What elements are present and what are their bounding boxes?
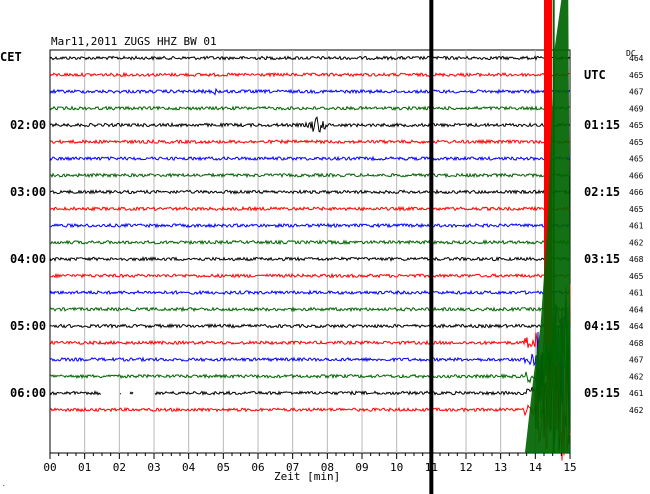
left-hour-label: 03:00 [10, 185, 46, 199]
right-hour-label: 05:15 [584, 386, 620, 400]
dc-offset-value: 469 [629, 104, 644, 113]
x-tick-label: 07 [286, 461, 299, 474]
dc-offset-value: 464 [629, 54, 644, 63]
dc-offset-value: 465 [629, 121, 644, 130]
seismic-trace [49, 272, 571, 279]
dc-offset-value: 462 [629, 238, 644, 247]
seismic-trace [49, 306, 571, 313]
green-event-envelope [524, 0, 570, 453]
dc-offset-value: 466 [629, 188, 644, 197]
seismic-trace [49, 138, 571, 145]
seismic-trace [49, 71, 571, 78]
x-tick-label: 15 [563, 461, 576, 474]
seismic-trace [49, 283, 571, 390]
dc-offset-value: 465 [629, 138, 644, 147]
right-hour-label: 02:15 [584, 185, 620, 199]
dc-offset-value: 468 [629, 339, 644, 348]
x-axis-label: Zeit [min] [274, 470, 341, 483]
x-tick-label: 10 [390, 461, 403, 474]
x-tick-label: 14 [529, 461, 543, 474]
x-tick-label: 02 [113, 461, 126, 474]
dc-offset-value: 466 [629, 171, 644, 180]
x-tick-label: 13 [494, 461, 507, 474]
dc-label: DC [626, 49, 636, 58]
x-tick-label: 05 [217, 461, 230, 474]
x-tick-label: 04 [182, 461, 196, 474]
corner-mark: . [2, 481, 6, 488]
left-hour-label: 05:00 [10, 319, 46, 333]
seismic-trace [49, 55, 571, 61]
dc-offset-value: 461 [629, 222, 644, 231]
seismic-trace [49, 172, 571, 179]
right-hour-label: 01:15 [584, 118, 620, 132]
seismic-trace [49, 323, 571, 329]
seismic-trace [49, 188, 571, 195]
dc-offset-value: 462 [629, 406, 644, 415]
x-tick-label: 11 [425, 461, 438, 474]
dc-offset-value: 467 [629, 356, 644, 365]
x-tick-label: 06 [251, 461, 264, 474]
dc-offset-value: 464 [629, 322, 644, 331]
x-tick-label: 03 [147, 461, 160, 474]
seismic-trace [49, 205, 571, 212]
dc-offset-value: 465 [629, 155, 644, 164]
seismic-trace [49, 256, 570, 263]
seismic-trace [49, 344, 571, 451]
right-hour-label: 04:15 [584, 319, 620, 333]
left-hour-label: 02:00 [10, 118, 46, 132]
seismic-trace [49, 87, 571, 96]
right-timezone-label: UTC [584, 68, 606, 82]
red-saturation-band [544, 0, 552, 343]
seismic-trace [49, 239, 571, 246]
dc-offset-value: 461 [629, 289, 644, 298]
dc-offset-value: 464 [629, 305, 644, 314]
seismic-trace [49, 300, 571, 421]
dc-offset-value: 467 [629, 88, 644, 97]
right-hour-label: 03:15 [584, 252, 620, 266]
dc-offset-value: 465 [629, 71, 644, 80]
dc-offset-value: 465 [629, 272, 644, 281]
left-hour-label: 06:00 [10, 386, 46, 400]
seismic-trace [50, 222, 571, 229]
x-tick-label: 08 [321, 461, 334, 474]
dc-offset-value: 465 [629, 205, 644, 214]
seismic-trace [49, 105, 571, 112]
dc-offset-value: 462 [629, 372, 644, 381]
seismic-trace [49, 310, 571, 428]
seismic-trace [49, 116, 571, 133]
x-tick-label: 09 [355, 461, 368, 474]
x-tick-label: 00 [43, 461, 56, 474]
seismic-trace [49, 289, 571, 296]
chart-title: Mar11,2011 ZUGS HHZ BW 01 [51, 35, 217, 48]
left-hour-label: 04:00 [10, 252, 46, 266]
dc-offset-value: 461 [629, 389, 644, 398]
seismic-trace [49, 358, 571, 461]
x-tick-label: 12 [459, 461, 472, 474]
left-timezone-label: CET [0, 50, 22, 64]
dc-offset-value: 468 [629, 255, 644, 264]
seismic-trace [49, 155, 571, 162]
x-tick-label: 01 [78, 461, 91, 474]
